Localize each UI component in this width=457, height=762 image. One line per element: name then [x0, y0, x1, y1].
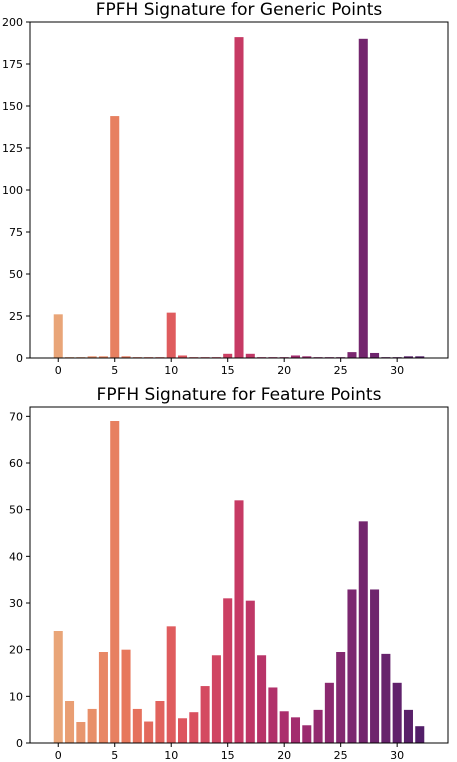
bar [358, 521, 368, 743]
y-tick-label: 175 [2, 58, 23, 71]
chart-generic-points: FPFH Signature for Generic Points 0 5 10 15… [2, 0, 449, 377]
x-tick-label: 15 [221, 749, 235, 762]
bar [358, 38, 368, 359]
bar [189, 712, 199, 743]
bar [290, 355, 301, 358]
chart-title: FPFH Signature for Generic Points [96, 0, 383, 20]
x-tick-label: 0 [55, 749, 62, 762]
bar [76, 722, 86, 743]
y-tick-label: 125 [2, 142, 23, 155]
bar [268, 687, 278, 743]
bar [223, 598, 233, 743]
bar [245, 600, 255, 743]
y-tick-label: 100 [2, 184, 23, 197]
bar [87, 708, 97, 743]
x-tick-label: 0 [55, 364, 62, 377]
bar [392, 682, 402, 743]
bar [177, 718, 188, 743]
bar [302, 725, 312, 743]
bar [290, 717, 301, 743]
y-tick-label: 50 [9, 268, 23, 281]
y-tick-label: 75 [9, 226, 23, 239]
bar [336, 652, 346, 743]
bar [234, 37, 244, 359]
y-tick-label: 0 [16, 737, 23, 750]
bar [257, 655, 267, 743]
y-tick-label: 40 [9, 550, 23, 563]
bar [381, 653, 391, 743]
bar [121, 356, 131, 358]
x-tick-label: 20 [277, 364, 291, 377]
bar [144, 721, 154, 743]
bar [313, 709, 323, 743]
bar [53, 631, 63, 743]
x-tick-label: 10 [164, 364, 178, 377]
y-tick-label: 70 [9, 410, 23, 423]
bar [155, 701, 165, 743]
bars [53, 421, 425, 743]
plot-frame [29, 21, 449, 359]
chart-title: FPFH Signature for Feature Points [97, 385, 382, 405]
plot-frame [29, 406, 449, 744]
bar [200, 686, 210, 743]
x-axis: 0 5 10 15 20 25 30 [55, 358, 404, 377]
bar [370, 352, 380, 358]
bar [132, 708, 142, 743]
x-tick-label: 15 [221, 364, 235, 377]
bar [177, 355, 188, 358]
bar [65, 701, 75, 743]
x-tick-label: 10 [164, 749, 178, 762]
y-axis: 0 25 50 75 100 125 150 175 200 [2, 16, 30, 365]
x-tick-label: 30 [390, 364, 404, 377]
bar [403, 709, 413, 743]
y-tick-label: 60 [9, 457, 23, 470]
bar [98, 652, 108, 743]
bar [302, 356, 312, 358]
bar [211, 655, 221, 743]
x-tick-label: 5 [111, 364, 118, 377]
bar [121, 649, 131, 743]
bar [166, 626, 176, 743]
bar [347, 352, 357, 358]
bar [415, 726, 425, 743]
bar [370, 589, 380, 743]
y-axis: 0 10 20 30 40 50 60 70 [9, 410, 30, 750]
bar [87, 356, 97, 358]
chart-feature-points: FPFH Signature for Feature Points 0 5 10 15… [9, 385, 449, 762]
y-tick-label: 10 [9, 690, 23, 703]
bar [324, 682, 334, 743]
bar [415, 356, 425, 358]
x-tick-label: 20 [277, 749, 291, 762]
bar [53, 314, 63, 358]
y-tick-label: 30 [9, 597, 23, 610]
bar [166, 312, 176, 358]
bar [110, 421, 120, 743]
y-tick-label: 200 [2, 16, 23, 29]
y-tick-label: 25 [9, 310, 23, 323]
y-tick-label: 150 [2, 100, 23, 113]
bar [245, 353, 255, 358]
bar [403, 356, 413, 358]
bar [234, 500, 244, 743]
y-tick-label: 20 [9, 644, 23, 657]
y-tick-label: 50 [9, 504, 23, 517]
x-tick-label: 5 [111, 749, 118, 762]
bars [53, 37, 425, 359]
bar [110, 116, 120, 358]
bar [279, 711, 289, 743]
x-axis: 0 5 10 15 20 25 30 [55, 743, 404, 762]
bar [98, 356, 108, 358]
bar [347, 589, 357, 743]
x-tick-label: 30 [390, 749, 404, 762]
bar [223, 353, 233, 358]
x-tick-label: 25 [334, 364, 348, 377]
y-tick-label: 0 [16, 352, 23, 365]
x-tick-label: 25 [334, 749, 348, 762]
